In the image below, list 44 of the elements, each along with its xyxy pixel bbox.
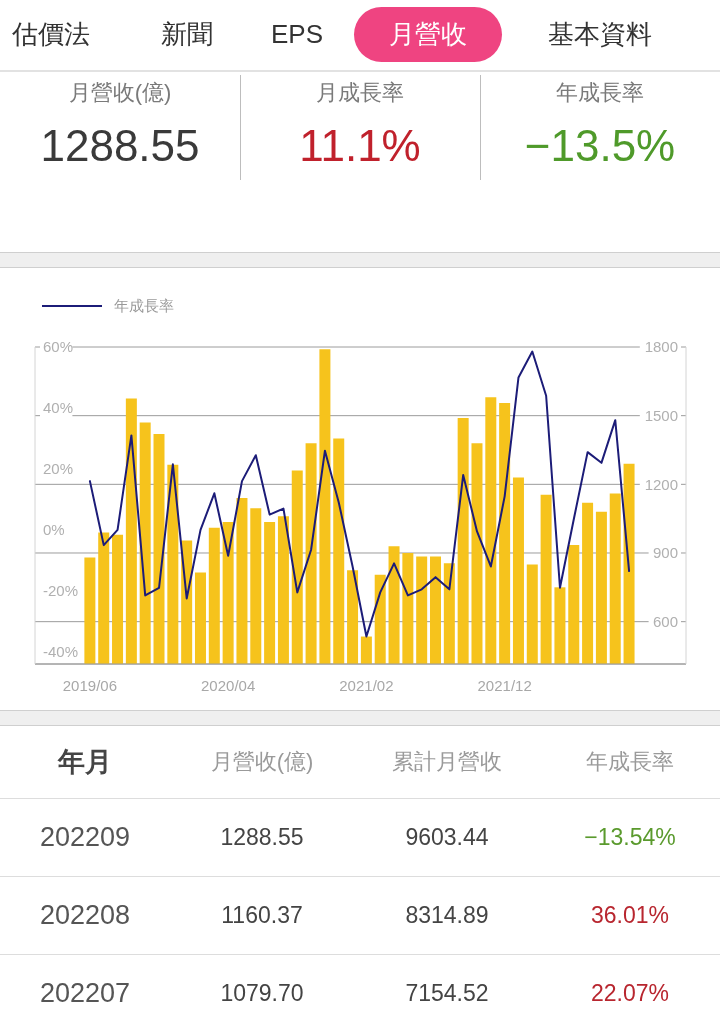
legend-label: 年成長率 [114, 296, 174, 316]
y2-tick-label: 1500 [644, 406, 678, 424]
text: 估價法 [12, 18, 90, 51]
x-tick-label: 2021/02 [339, 676, 394, 694]
x-tick-label: 2019/06 [62, 676, 118, 694]
text: 新聞 [161, 18, 213, 51]
y2-tick-label: 1200 [644, 475, 678, 493]
category-label: 月成長率 [316, 80, 404, 106]
text: 8314.89 [405, 902, 489, 928]
text: 年月 [56, 746, 113, 779]
category-label: 202209 [39, 822, 131, 852]
text: 7154.52 [405, 980, 489, 1006]
category-label: 年成長率 [585, 748, 675, 776]
text: −13.5% [524, 121, 676, 170]
category-label: 月營收(億) [209, 748, 315, 776]
text: 11.1% [299, 121, 421, 170]
category-label: 年成長率 [556, 80, 644, 106]
category-label: 202208 [39, 900, 131, 930]
text: 1288.55 [220, 824, 304, 850]
line-series [88, 350, 631, 638]
y-tick-label: 0% [43, 521, 65, 539]
x-tick-label: 2020/04 [201, 676, 256, 694]
y-tick-label: 20% [43, 460, 74, 478]
category-label: 202207 [39, 978, 131, 1008]
category-label: 累計月營收 [391, 748, 503, 776]
y-tick-label: 40% [43, 399, 74, 417]
y2-tick-label: 900 [652, 544, 678, 562]
text: 1160.37 [221, 902, 303, 928]
text: 月營收 [389, 18, 467, 51]
text: 1288.55 [40, 121, 200, 170]
y-tick-label: 60% [43, 338, 74, 356]
y-tick-label: -20% [43, 582, 79, 600]
text: 1079.70 [220, 980, 304, 1006]
text: 36.01% [590, 902, 669, 928]
text: 9603.44 [405, 824, 489, 850]
text: −13.54% [584, 824, 676, 850]
text: EPS [270, 19, 324, 50]
category-label: 月營收(億) [68, 80, 172, 106]
x-tick-label: 2021/12 [477, 676, 532, 694]
text: 22.07% [590, 980, 669, 1006]
y2-tick-label: 600 [652, 612, 678, 630]
y-tick-label: -40% [43, 643, 79, 661]
text: 基本資料 [548, 18, 652, 51]
y2-tick-label: 1800 [644, 338, 678, 356]
